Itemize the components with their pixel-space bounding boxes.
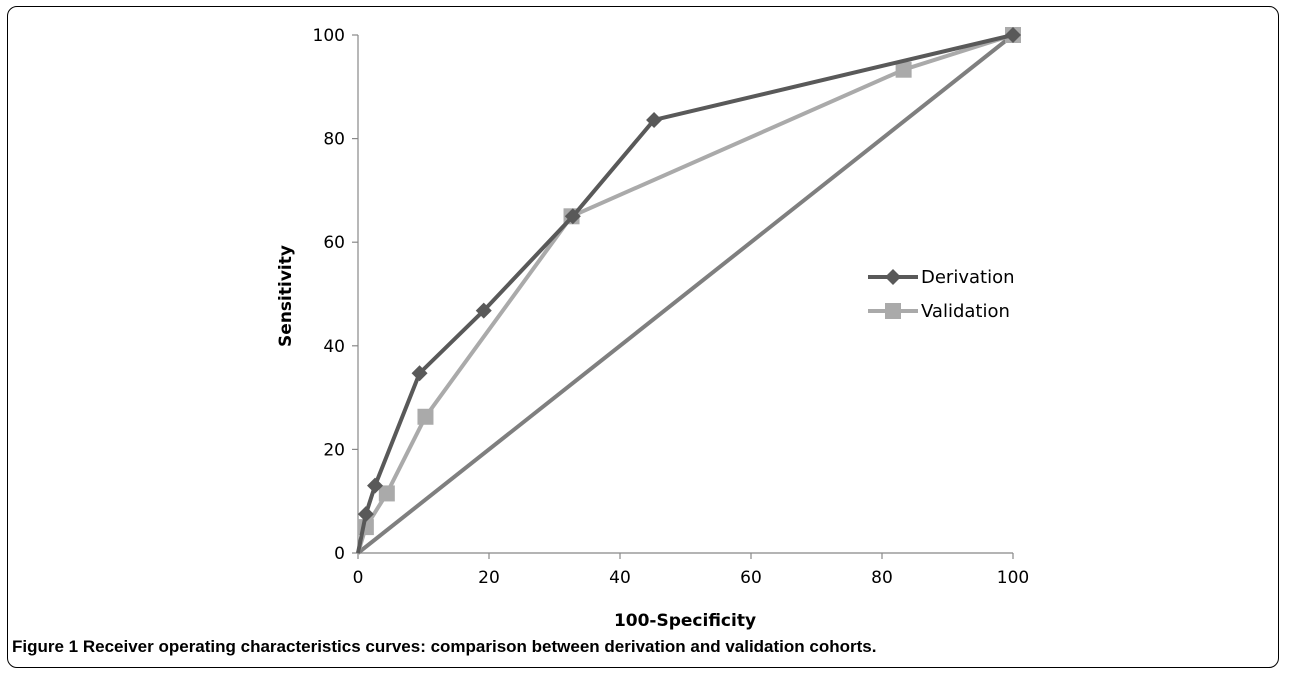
x-tick-label: 0	[353, 568, 364, 588]
derivation-point	[564, 208, 581, 225]
validation-point	[417, 408, 434, 425]
chart-axes: 0 20 40 60 80 100 0 20 40 60 80 100	[313, 26, 1030, 588]
legend-label: Derivation	[921, 267, 1015, 288]
legend-item-derivation: Derivation	[868, 267, 1015, 288]
reference-line	[356, 33, 1015, 555]
figure-caption: Figure 1 Receiver operating characterist…	[12, 637, 876, 657]
x-axis-title: 100-Specificity	[614, 611, 756, 631]
y-tick-label: 60	[323, 233, 345, 253]
y-tick-label: 40	[323, 337, 345, 357]
derivation-point	[411, 365, 428, 382]
derivation-point	[475, 302, 492, 319]
x-tick-label: 100	[997, 568, 1029, 588]
y-tick-label: 80	[323, 130, 345, 150]
validation-point	[895, 61, 912, 78]
series-derivation	[356, 27, 1021, 554]
series-reference-line	[356, 33, 1015, 555]
x-tick-label: 60	[740, 568, 762, 588]
derivation-point	[1005, 27, 1021, 43]
figure-frame	[7, 6, 1279, 668]
derivation-point	[367, 477, 384, 494]
figure-caption-text: Receiver operating characteristics curve…	[82, 637, 877, 656]
series-layer	[356, 27, 1021, 555]
legend-marker	[885, 269, 901, 285]
y-tick-label: 100	[313, 26, 345, 46]
x-tick-label: 80	[871, 568, 893, 588]
legend-item-validation: Validation	[868, 301, 1010, 322]
x-tick-label: 40	[609, 568, 631, 588]
derivation-point	[646, 111, 663, 128]
derivation-point	[357, 506, 374, 523]
chart-legend: Derivation Validation	[868, 267, 1015, 322]
y-axis-title: Sensitivity	[276, 245, 296, 347]
validation-point	[378, 485, 395, 502]
x-tick-label: 20	[478, 568, 500, 588]
figure-label: Figure 1	[12, 637, 79, 656]
y-tick-label: 0	[334, 544, 345, 564]
y-tick-label: 20	[323, 440, 345, 460]
legend-label: Validation	[921, 301, 1010, 322]
legend-marker	[885, 303, 901, 319]
